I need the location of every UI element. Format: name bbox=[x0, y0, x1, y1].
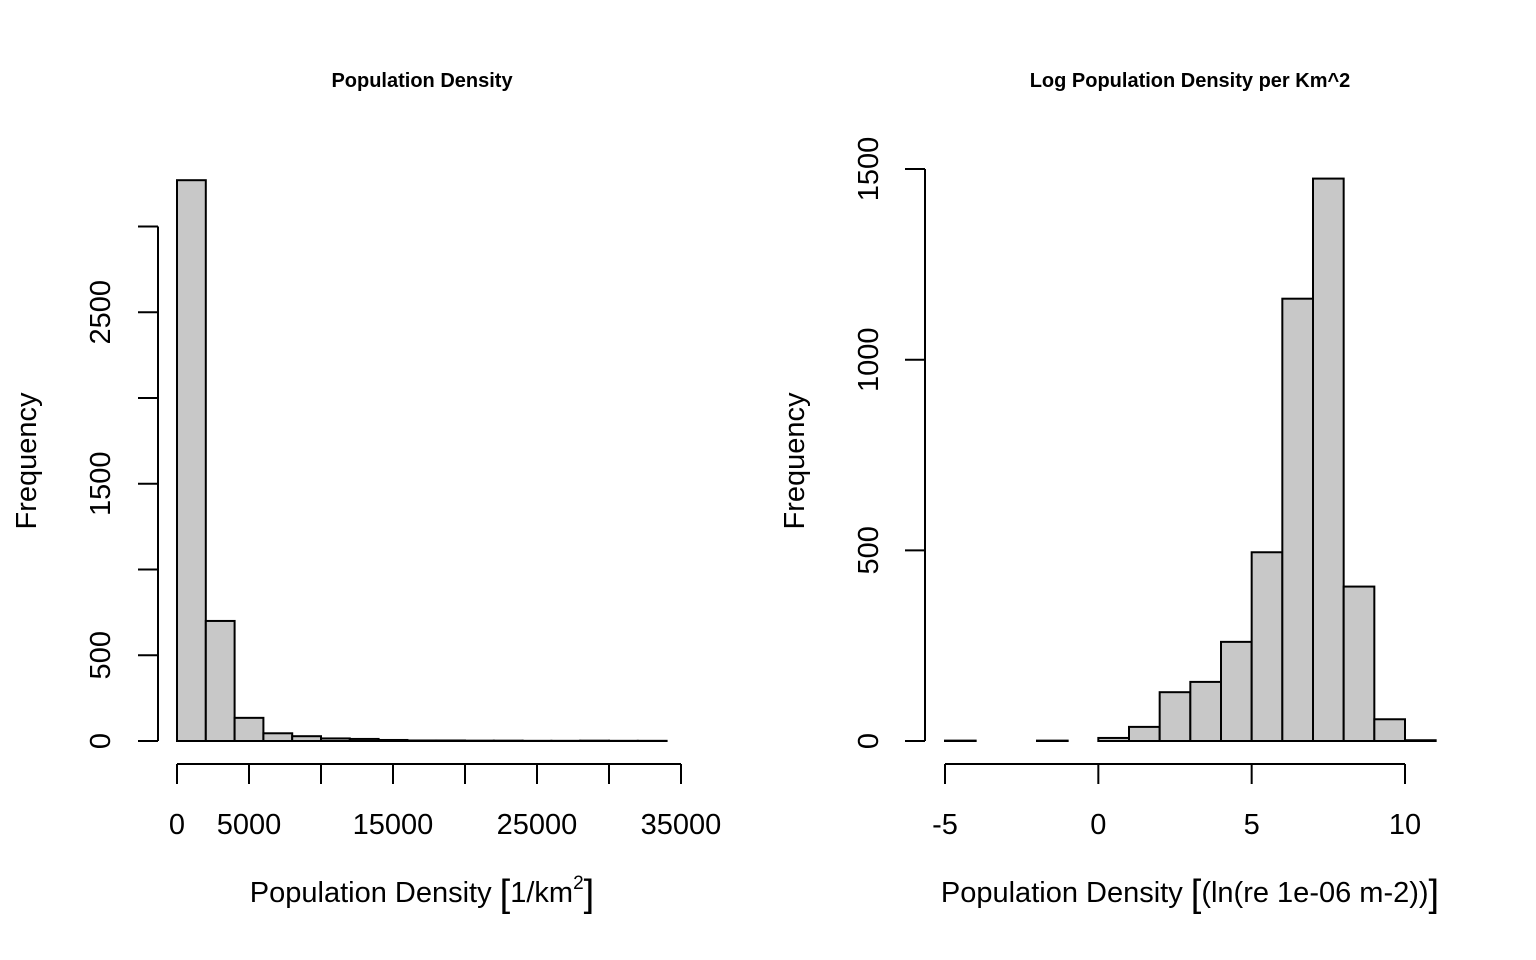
histogram-bar bbox=[1189, 680, 1223, 742]
x-axis-label-superscript: 2 bbox=[573, 873, 584, 894]
x-axis-label-prefix: Population Density bbox=[941, 877, 1191, 909]
histogram-bar bbox=[291, 735, 323, 742]
histogram-bar bbox=[1128, 725, 1161, 743]
x-tick-label: 15000 bbox=[353, 809, 434, 841]
y-tick-label: 1500 bbox=[85, 451, 117, 516]
histogram-bar bbox=[176, 179, 207, 742]
x-axis-label-open-bracket: [ bbox=[500, 873, 511, 915]
y-tick-label: 500 bbox=[853, 526, 885, 574]
histogram-bar bbox=[406, 739, 438, 742]
x-tick-label: 10 bbox=[1389, 809, 1421, 841]
y-tick-label: 2500 bbox=[85, 280, 117, 345]
histogram-bar bbox=[320, 737, 351, 742]
histogram-bar bbox=[233, 716, 265, 742]
histogram-bar bbox=[348, 737, 380, 743]
x-tick-label: 25000 bbox=[497, 809, 578, 841]
x-axis-label-close-bracket: ] bbox=[584, 873, 595, 915]
x-tick-label: 35000 bbox=[641, 809, 722, 841]
chart-title: Log Population Density per Km^2 bbox=[1030, 70, 1351, 92]
histogram-bar bbox=[1097, 736, 1131, 742]
y-tick-label: 0 bbox=[853, 733, 885, 749]
histogram-bar bbox=[1342, 585, 1376, 742]
x-axis-label-prefix: Population Density bbox=[250, 877, 500, 909]
histogram-bar bbox=[1373, 718, 1407, 743]
x-tick-label: 0 bbox=[1090, 809, 1106, 841]
histogram-bar bbox=[1281, 297, 1315, 742]
histogram-bar bbox=[1158, 691, 1192, 743]
y-axis: 0 500 1500 2500 bbox=[85, 225, 159, 749]
histogram-bar bbox=[204, 619, 236, 743]
histogram-bar bbox=[1312, 177, 1345, 742]
x-axis: 0 5000 15000 25000 35000 bbox=[169, 763, 722, 841]
histogram-bar bbox=[1404, 739, 1437, 743]
y-axis-label: Frequency bbox=[779, 392, 811, 530]
x-axis: -5 0 5 10 bbox=[932, 763, 1421, 841]
x-axis-label-unit: (ln(re 1e-06 m-2)) bbox=[1201, 877, 1428, 909]
histogram-bar bbox=[1250, 551, 1284, 742]
y-tick-label: 1500 bbox=[853, 137, 885, 202]
histogram-bar bbox=[377, 738, 409, 743]
chart-title: Population Density bbox=[331, 70, 513, 92]
histogram-bar bbox=[435, 739, 467, 742]
x-axis-label: Population Density [(ln(re 1e-06 m-2))] bbox=[941, 873, 1439, 915]
histogram-bar bbox=[1220, 640, 1253, 742]
histogram-bars bbox=[944, 177, 1437, 743]
x-axis-label-close-bracket: ] bbox=[1429, 873, 1440, 915]
y-axis: 0 500 1000 1500 bbox=[853, 137, 926, 749]
y-tick-label: 0 bbox=[85, 733, 117, 749]
x-tick-label: 0 bbox=[169, 809, 185, 841]
population-density-histogram: Population Density Frequency Population … bbox=[11, 70, 721, 915]
y-axis-label: Frequency bbox=[11, 392, 43, 530]
x-axis-label-open-bracket: [ bbox=[1191, 873, 1202, 915]
x-tick-label: -5 bbox=[932, 809, 958, 841]
y-tick-label: 500 bbox=[85, 631, 117, 679]
y-tick-label: 1000 bbox=[853, 327, 885, 392]
x-axis-label: Population Density [1/km2] bbox=[250, 873, 594, 915]
histogram-bars bbox=[176, 179, 668, 743]
x-axis-label-unit: 1/km bbox=[510, 877, 573, 909]
x-tick-label: 5000 bbox=[217, 809, 282, 841]
log-population-density-histogram: Log Population Density per Km^2 Frequenc… bbox=[779, 70, 1439, 915]
histogram-bar bbox=[262, 732, 294, 742]
x-tick-label: 5 bbox=[1244, 809, 1260, 841]
